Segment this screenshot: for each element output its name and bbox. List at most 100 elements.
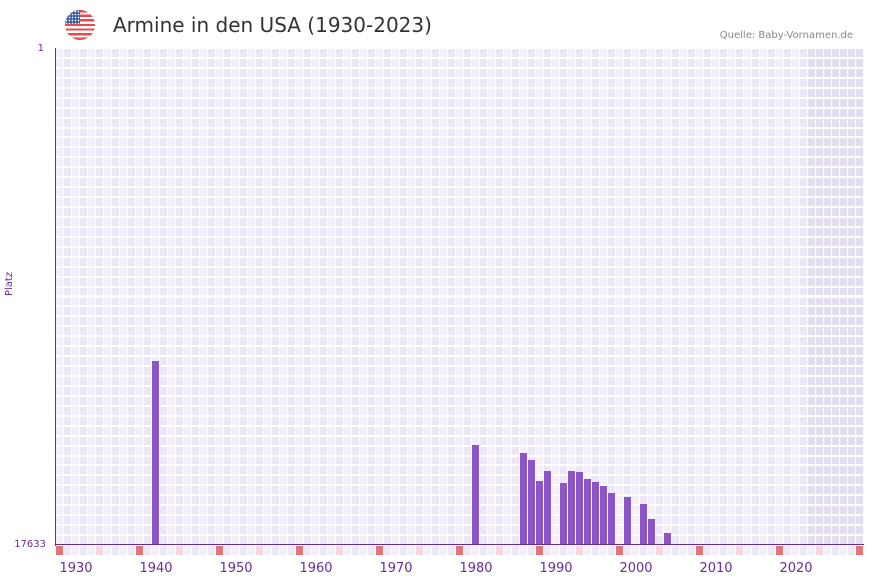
bar-1986[interactable] xyxy=(520,452,527,545)
year-marker xyxy=(80,546,87,555)
year-marker xyxy=(224,546,231,555)
grid-column xyxy=(336,48,344,545)
grid-column xyxy=(224,48,232,545)
year-marker xyxy=(528,546,535,555)
year-marker xyxy=(352,546,359,555)
grid-column xyxy=(648,48,656,545)
year-marker xyxy=(296,546,303,555)
grid-column xyxy=(184,48,192,545)
year-marker xyxy=(192,546,199,555)
year-marker xyxy=(120,546,127,555)
grid-column xyxy=(744,48,752,545)
grid-column xyxy=(264,48,272,545)
year-marker xyxy=(592,546,599,555)
grid-column xyxy=(752,48,760,545)
bar-1996[interactable] xyxy=(600,486,607,545)
bar-1997[interactable] xyxy=(608,492,615,545)
year-marker xyxy=(288,546,295,555)
year-marker xyxy=(400,546,407,555)
bar-1988[interactable] xyxy=(536,480,543,545)
grid-column xyxy=(808,48,816,545)
grid-column xyxy=(80,48,88,545)
grid-column xyxy=(432,48,440,545)
grid-column xyxy=(608,48,616,545)
year-marker xyxy=(824,546,831,555)
year-marker xyxy=(728,546,735,555)
grid-column xyxy=(600,48,608,545)
grid-column xyxy=(680,48,688,545)
bar-2001[interactable] xyxy=(640,503,647,545)
y-axis-line xyxy=(55,48,56,546)
bar-1995[interactable] xyxy=(592,482,599,545)
year-marker xyxy=(488,546,495,555)
bar-1999[interactable] xyxy=(624,496,631,545)
year-marker xyxy=(856,546,863,555)
year-marker xyxy=(408,546,415,555)
grid-column xyxy=(760,48,768,545)
year-marker xyxy=(312,546,319,555)
grid-column xyxy=(72,48,80,545)
grid-column xyxy=(360,48,368,545)
x-tick-1960: 1960 xyxy=(296,561,336,576)
grid-column xyxy=(256,48,264,545)
year-marker xyxy=(656,546,663,555)
grid-column xyxy=(400,48,408,545)
year-marker xyxy=(736,546,743,555)
year-marker xyxy=(632,546,639,555)
grid-column xyxy=(312,48,320,545)
bar-1980[interactable] xyxy=(472,444,479,545)
year-marker xyxy=(808,546,815,555)
year-marker xyxy=(752,546,759,555)
year-marker xyxy=(744,546,751,555)
source-label: Quelle: Baby-Vornamen.de xyxy=(720,30,853,41)
year-marker xyxy=(624,546,631,555)
year-marker xyxy=(344,546,351,555)
grid-column xyxy=(824,48,832,545)
year-marker xyxy=(640,546,647,555)
grid-column xyxy=(160,48,168,545)
grid-column xyxy=(616,48,624,545)
grid-column xyxy=(416,48,424,545)
grid-column xyxy=(696,48,704,545)
year-marker xyxy=(96,546,103,555)
year-marker xyxy=(280,546,287,555)
bar-1989[interactable] xyxy=(544,471,551,545)
year-marker xyxy=(184,546,191,555)
year-marker xyxy=(248,546,255,555)
bar-2004[interactable] xyxy=(664,532,671,545)
bar-1993[interactable] xyxy=(576,471,583,545)
bar-1992[interactable] xyxy=(568,471,575,545)
grid-column xyxy=(296,48,304,545)
grid-column xyxy=(536,48,544,545)
x-axis-line xyxy=(55,544,864,545)
year-marker xyxy=(72,546,79,555)
grid-column xyxy=(136,48,144,545)
grid-column xyxy=(176,48,184,545)
year-marker xyxy=(424,546,431,555)
bar-1940[interactable] xyxy=(152,360,159,545)
year-marker xyxy=(704,546,711,555)
x-tick-1940: 1940 xyxy=(136,561,176,576)
year-marker xyxy=(848,546,855,555)
year-marker xyxy=(336,546,343,555)
year-marker xyxy=(664,546,671,555)
x-tick-1950: 1950 xyxy=(216,561,256,576)
grid-column xyxy=(560,48,568,545)
year-marker xyxy=(712,546,719,555)
year-marker xyxy=(560,546,567,555)
x-tick-2010: 2010 xyxy=(696,561,736,576)
grid-column xyxy=(584,48,592,545)
year-marker xyxy=(440,546,447,555)
grid-column xyxy=(328,48,336,545)
grid-column xyxy=(504,48,512,545)
grid-column xyxy=(88,48,96,545)
bar-1991[interactable] xyxy=(560,482,567,545)
bar-1994[interactable] xyxy=(584,478,591,545)
grid-column xyxy=(112,48,120,545)
x-tick-1930: 1930 xyxy=(56,561,96,576)
bar-1987[interactable] xyxy=(528,459,535,545)
year-marker xyxy=(104,546,111,555)
year-marker xyxy=(512,546,519,555)
bar-2002[interactable] xyxy=(648,518,655,545)
year-marker xyxy=(816,546,823,555)
